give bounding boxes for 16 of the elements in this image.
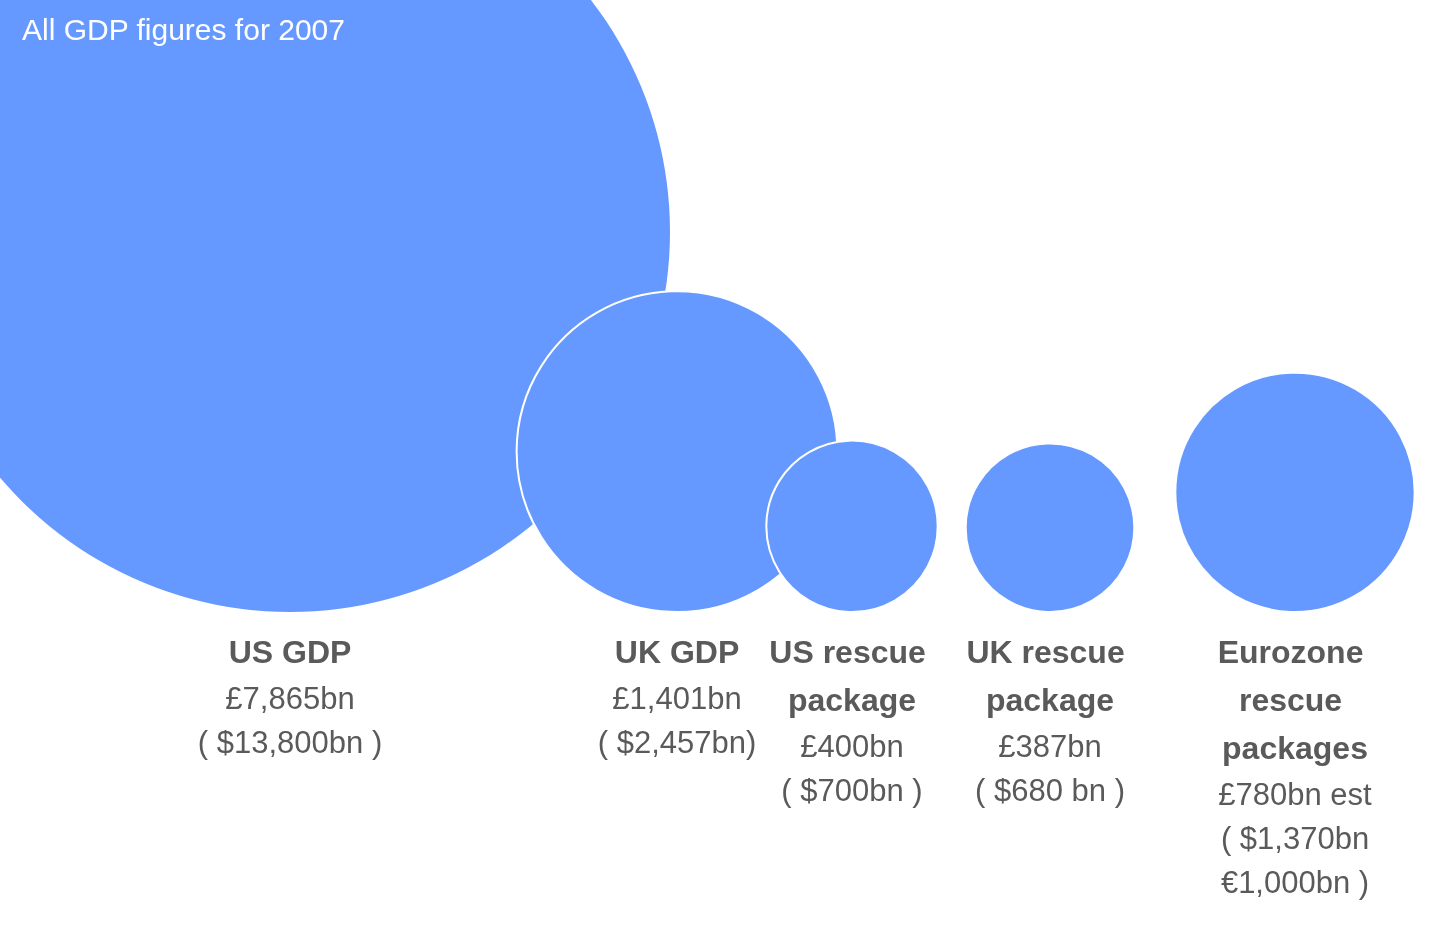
data-label: £387bn [998, 728, 1102, 764]
text: ( $700bn ) [781, 772, 923, 808]
text: ( $680 bn ) [975, 772, 1125, 808]
category-label: UK GDP [614, 634, 740, 670]
text: All GDP figures for 2007 [22, 12, 345, 46]
category-label: US rescue package [769, 634, 935, 718]
data-label: £400bn [800, 728, 904, 764]
category-label: UK rescue package [966, 634, 1134, 718]
data-label: £780bn est [1218, 776, 1373, 812]
text: ( $2,457bn) [597, 724, 757, 760]
category-label: Eurozone rescue packages [1217, 634, 1373, 766]
data-label: £1,401bn [612, 680, 742, 716]
text: ( $1,370bn €1,000bn ) [1220, 820, 1370, 900]
category-label: US GDP [228, 634, 352, 670]
data-label: £7,865bn [225, 680, 355, 716]
text: ( $13,800bn ) [197, 724, 383, 760]
